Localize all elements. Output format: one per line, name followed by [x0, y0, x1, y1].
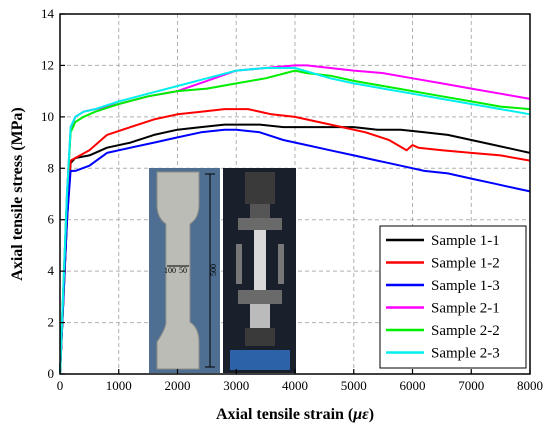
- series-line-3: [59, 128, 531, 375]
- x-tick-label: 3000: [223, 378, 249, 393]
- x-tick-label: 5000: [341, 378, 367, 393]
- y-tick-label: 4: [48, 263, 55, 278]
- legend-label: Sample 2-2: [431, 323, 500, 339]
- x-tick-label: 6000: [400, 378, 426, 393]
- legend-box: [379, 225, 527, 369]
- upper-clamp: [250, 204, 270, 218]
- extensometer-left: [236, 244, 242, 284]
- legend-label: Sample 1-1: [431, 233, 500, 249]
- y-tick-label: 14: [41, 6, 55, 21]
- x-tick-label: 8000: [517, 378, 543, 393]
- extensometer-right: [278, 244, 284, 284]
- specimen-in-rig: [254, 230, 266, 290]
- dogbone-specimen: [156, 171, 200, 370]
- dimension-label-gauge: 50: [179, 266, 187, 275]
- dimension-label-width: 100: [164, 266, 176, 275]
- x-axis-title: Axial tensile strain (με): [216, 406, 374, 423]
- x-tick-label: 2000: [165, 378, 191, 393]
- y-tick-label: 10: [41, 109, 54, 124]
- y-tick-label: 8: [48, 160, 55, 175]
- x-tick-label: 7000: [458, 378, 484, 393]
- lower-specimen-section: [250, 304, 270, 328]
- axis-ticks: 0 1000 2000 3000 4000 5000 6000 7000 8000 0 2 4 6 8 10…: [41, 6, 543, 393]
- series-layer: [59, 64, 531, 375]
- legend: Sample 1-1 Sample 1-2 Sample 1-3 Sample 2-1…: [379, 225, 527, 369]
- dimension-label-length: 500: [209, 264, 218, 276]
- specimen-photo-inset: 100 50 500: [149, 168, 296, 373]
- upper-fixture: [238, 218, 282, 230]
- machine-base: [230, 350, 290, 370]
- series-line-2: [59, 108, 531, 375]
- x-tick-label: 1000: [106, 378, 132, 393]
- legend-label: Sample 1-2: [431, 256, 500, 272]
- legend-label: Sample 2-3: [431, 346, 500, 362]
- series-line-5: [59, 69, 531, 375]
- lower-fixture: [238, 290, 282, 304]
- lower-grip: [245, 328, 275, 346]
- x-tick-label: 4000: [282, 378, 308, 393]
- y-tick-label: 2: [48, 315, 55, 330]
- legend-label: Sample 1-3: [431, 278, 500, 294]
- y-tick-label: 12: [41, 57, 54, 72]
- y-tick-label: 0: [48, 366, 55, 381]
- y-tick-label: 6: [48, 212, 55, 227]
- series-line-6: [59, 67, 531, 375]
- y-axis-title: Axial tensile stress (MPa): [9, 107, 26, 280]
- legend-label: Sample 2-1: [431, 301, 500, 317]
- x-tick-label: 0: [57, 378, 64, 393]
- upper-grip: [245, 172, 275, 204]
